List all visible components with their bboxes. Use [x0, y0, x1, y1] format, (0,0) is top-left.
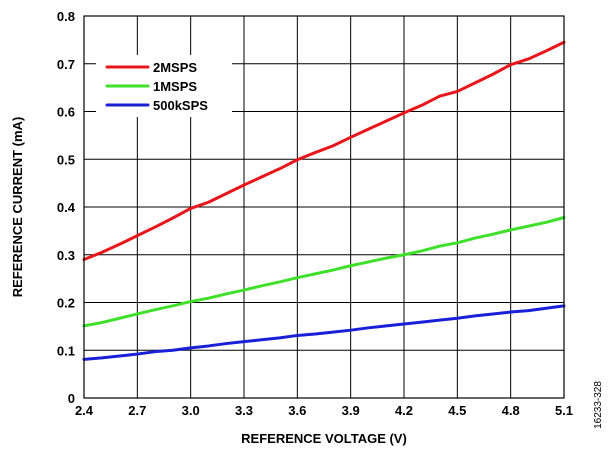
x-tick-label: 5.1: [555, 403, 573, 418]
x-tick-label: 3.6: [288, 403, 306, 418]
x-tick-label: 4.5: [448, 403, 466, 418]
legend-label-500ksps: 500kSPS: [153, 98, 208, 113]
x-tick-label: 3.9: [342, 403, 360, 418]
x-tick-label: 2.7: [128, 403, 146, 418]
y-tick-label: 0.4: [57, 200, 76, 215]
legend-label-2msps: 2MSPS: [153, 60, 197, 75]
x-tick-label: 2.4: [75, 403, 94, 418]
y-tick-label: 0.3: [57, 248, 75, 263]
y-tick-label: 0: [68, 391, 75, 406]
figure-id: 16233-328: [593, 381, 604, 429]
legend-label-1msps: 1MSPS: [153, 79, 197, 94]
y-tick-label: 0.2: [57, 296, 75, 311]
y-tick-label: 0.7: [57, 57, 75, 72]
y-tick-label: 0.6: [57, 105, 75, 120]
x-tick-label: 4.8: [502, 403, 520, 418]
legend: 2MSPS 1MSPS 500kSPS: [96, 55, 232, 117]
x-tick-label: 3.3: [235, 403, 253, 418]
y-tick-label: 0.1: [57, 343, 75, 358]
x-tick-label: 4.2: [395, 403, 413, 418]
y-tick-label: 0.5: [57, 152, 75, 167]
x-tick-label: 3.0: [182, 403, 200, 418]
x-axis-title: REFERENCE VOLTAGE (V): [241, 431, 407, 446]
y-tick-label: 0.8: [57, 9, 75, 24]
y-axis-title: REFERENCE CURRENT (mA): [10, 117, 25, 298]
